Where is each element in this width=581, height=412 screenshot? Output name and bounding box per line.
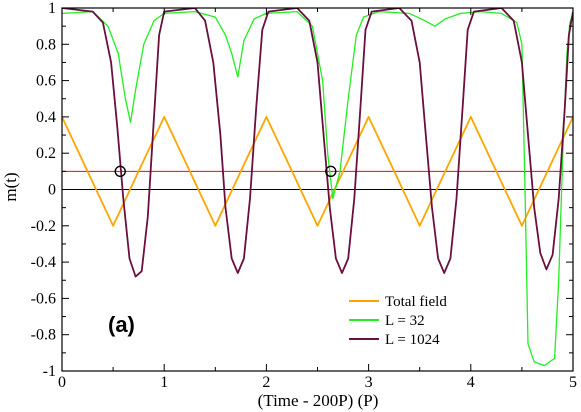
plot-lines [62, 8, 573, 367]
y-tick-label: 0.2 [36, 145, 56, 162]
legend-label-0: Total field [385, 294, 447, 310]
y-tick-label: 1 [48, 0, 56, 17]
y-tick-label: -0.2 [31, 218, 56, 235]
y-tick-label: 0.8 [36, 36, 56, 53]
y-tick-label: -0.4 [31, 254, 56, 271]
y-tick-label: 0.6 [36, 73, 56, 90]
y-axis-title: m(t) [1, 172, 20, 201]
y-tick-label: 0.4 [36, 109, 56, 126]
ticks: 0 1 2 3 4 5 -1 -0.8 -0.6 -0.4 -0.2 0 0.2 0.4 0.6 0.8 1 [31, 0, 577, 391]
x-tick-label: 5 [569, 374, 577, 391]
x-tick-label: 4 [467, 374, 475, 391]
x-tick-label: 3 [365, 374, 373, 391]
y-tick-label: -0.6 [31, 290, 56, 307]
legend-label-2: L = 1024 [385, 332, 440, 348]
series-line-0 [62, 116, 573, 227]
y-tick-label: -0.8 [31, 327, 56, 344]
x-tick-label: 0 [58, 374, 66, 391]
x-axis-title: (Time - 200P) (P) [258, 391, 379, 410]
legend: Total field L = 32 L = 1024 [349, 294, 447, 348]
marker-circle-0 [114, 165, 126, 178]
legend-label-1: L = 32 [385, 313, 425, 329]
marker-circle-1 [325, 165, 337, 178]
series-line-1 [62, 10, 573, 367]
panel-label: (a) [108, 312, 135, 337]
y-tick-label: 0 [48, 182, 56, 199]
y-tick-label: -1 [43, 363, 56, 380]
x-tick-label: 2 [262, 374, 270, 391]
x-tick-label: 1 [160, 374, 168, 391]
series-line-2 [62, 8, 573, 278]
